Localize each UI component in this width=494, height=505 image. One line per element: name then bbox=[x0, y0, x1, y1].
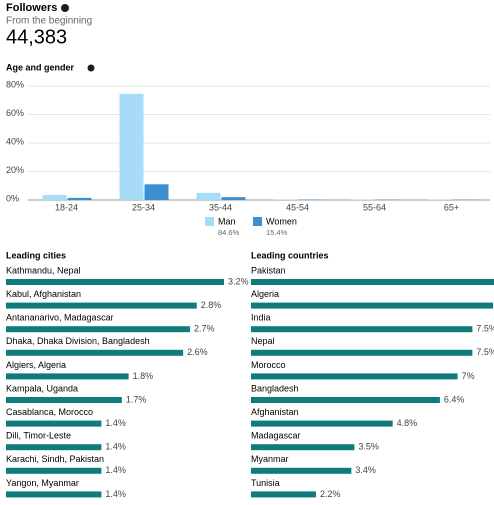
list-bar bbox=[6, 468, 101, 474]
chart-title: Age and gender bbox=[6, 62, 75, 72]
list-title: Leading countries bbox=[251, 250, 329, 260]
bar bbox=[274, 199, 298, 200]
list-item-name: Kampala, Uganda bbox=[6, 383, 78, 393]
list-bar bbox=[251, 421, 393, 427]
total-followers: 44,383 bbox=[6, 26, 67, 48]
legend-share: 84.6% bbox=[218, 228, 240, 237]
info-icon[interactable] bbox=[88, 65, 95, 72]
list-bar bbox=[6, 397, 122, 403]
list-value-label: 7.5% bbox=[476, 347, 494, 357]
list-bar bbox=[251, 350, 472, 356]
bar bbox=[145, 184, 169, 200]
list-item-name: Kabul, Afghanistan bbox=[6, 289, 81, 299]
list-item-name: Karachi, Sindh, Pakistan bbox=[6, 454, 104, 464]
info-icon[interactable] bbox=[61, 4, 69, 12]
list-item-name: India bbox=[251, 313, 271, 323]
list-bar bbox=[251, 444, 354, 450]
list-bar bbox=[6, 444, 101, 450]
list-value-label: 1.4% bbox=[105, 489, 126, 499]
list-item-name: Pakistan bbox=[251, 265, 286, 275]
list-value-label: 3.2% bbox=[228, 276, 249, 286]
list-bar bbox=[251, 303, 493, 309]
bar bbox=[222, 197, 246, 200]
list-bar bbox=[6, 421, 101, 427]
list-item-name: Antananarivo, Madagascar bbox=[6, 313, 114, 323]
x-tick-label: 35-44 bbox=[209, 202, 232, 212]
list-value-label: 2.6% bbox=[187, 347, 208, 357]
list-bar bbox=[6, 279, 224, 285]
list-item-name: Casablanca, Morocco bbox=[6, 407, 93, 417]
list-value-label: 1.4% bbox=[105, 442, 126, 452]
legend-label: Women bbox=[266, 216, 297, 226]
list-bar bbox=[6, 350, 183, 356]
list-value-label: 1.8% bbox=[133, 371, 154, 381]
list-bar bbox=[6, 326, 190, 332]
list-item-name: Myanmar bbox=[251, 454, 289, 464]
list-value-label: 2.8% bbox=[201, 300, 222, 310]
list-bar bbox=[251, 397, 440, 403]
list-value-label: 2.7% bbox=[194, 324, 215, 334]
list-value-label: 7% bbox=[462, 371, 475, 381]
x-tick-label: 25-34 bbox=[132, 202, 155, 212]
y-tick-label: 60% bbox=[6, 108, 24, 118]
list-bar bbox=[6, 303, 197, 309]
x-tick-label: 18-24 bbox=[55, 202, 78, 212]
y-tick-label: 80% bbox=[6, 79, 24, 89]
list-value-label: 1.7% bbox=[126, 394, 147, 404]
bar bbox=[43, 195, 67, 200]
list-item-name: Madagascar bbox=[251, 431, 301, 441]
followers-title: Followers bbox=[6, 2, 57, 14]
list-item-name: Algiers, Algeria bbox=[6, 360, 66, 370]
legend-label: Man bbox=[218, 216, 236, 226]
list-item-name: Dili, Timor-Leste bbox=[6, 431, 71, 441]
legend-share: 15.4% bbox=[266, 228, 288, 237]
y-tick-label: 0% bbox=[6, 193, 19, 203]
list-value-label: 2.2% bbox=[320, 489, 341, 499]
list-item-name: Afghanistan bbox=[251, 407, 299, 417]
subtitle: From the beginning bbox=[6, 16, 92, 27]
legend-swatch bbox=[205, 217, 214, 226]
list-title: Leading cities bbox=[6, 250, 66, 260]
list-item-name: Yangon, Myanmar bbox=[6, 478, 79, 488]
list-bar bbox=[251, 491, 316, 497]
list-bar bbox=[6, 373, 129, 379]
list-item-name: Dhaka, Dhaka Division, Bangladesh bbox=[6, 336, 150, 346]
list-bar bbox=[251, 279, 494, 285]
bar bbox=[68, 198, 92, 200]
y-tick-label: 40% bbox=[6, 136, 24, 146]
x-tick-label: 55-64 bbox=[363, 202, 386, 212]
bar bbox=[197, 193, 221, 200]
list-item-name: Nepal bbox=[251, 336, 275, 346]
bar bbox=[120, 94, 144, 200]
list-value-label: 6.4% bbox=[444, 394, 465, 404]
list-bar bbox=[251, 326, 472, 332]
x-tick-label: 45-54 bbox=[286, 202, 309, 212]
x-tick-label: 65+ bbox=[444, 202, 459, 212]
list-value-label: 3.5% bbox=[358, 442, 379, 452]
list-item-name: Kathmandu, Nepal bbox=[6, 265, 81, 275]
legend-swatch bbox=[253, 217, 262, 226]
list-item-name: Bangladesh bbox=[251, 383, 299, 393]
list-value-label: 3.4% bbox=[355, 465, 376, 475]
list-item-name: Tunisia bbox=[251, 478, 280, 488]
list-item-name: Morocco bbox=[251, 360, 286, 370]
list-value-label: 7.5% bbox=[476, 324, 494, 334]
list-bar bbox=[251, 373, 458, 379]
list-bar bbox=[251, 468, 351, 474]
y-tick-label: 20% bbox=[6, 165, 24, 175]
list-item-name: Algeria bbox=[251, 289, 279, 299]
list-value-label: 4.8% bbox=[397, 418, 418, 428]
list-value-label: 1.4% bbox=[105, 465, 126, 475]
list-value-label: 1.4% bbox=[105, 418, 126, 428]
list-bar bbox=[6, 491, 101, 497]
